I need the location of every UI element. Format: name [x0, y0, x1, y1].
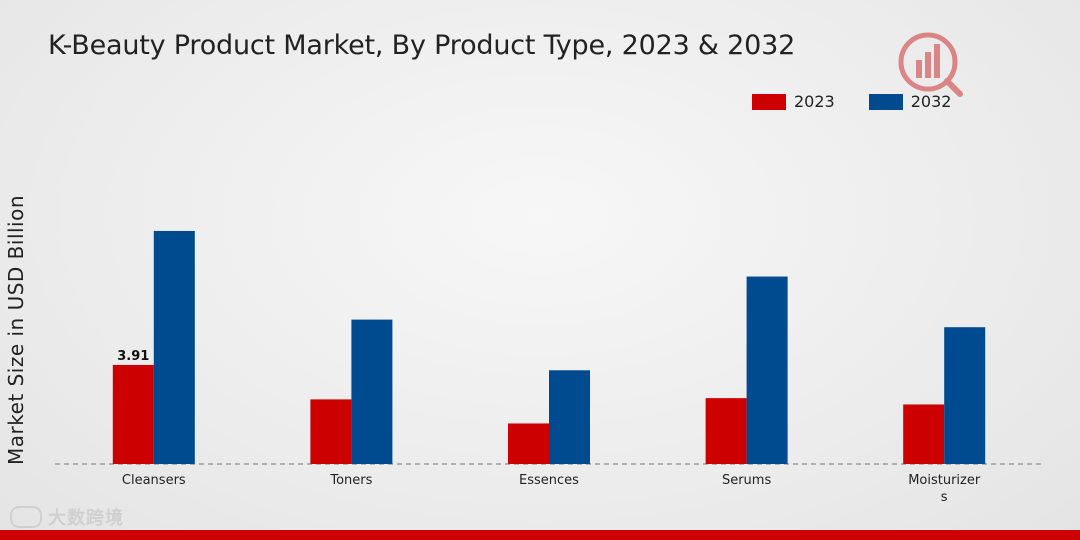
brand-logo-icon — [898, 32, 963, 97]
bar-2032-serums — [746, 276, 788, 464]
bar-2023-serums — [705, 398, 747, 464]
bar-2023-toners — [310, 399, 352, 464]
legend-label-2023: 2023 — [794, 92, 835, 111]
x-tick-label: Cleansers — [122, 473, 186, 488]
x-tick-label: Serums — [722, 473, 771, 488]
watermark-logo-icon — [10, 506, 42, 528]
data-label: 3.91 — [117, 349, 149, 364]
legend-swatch-2023 — [752, 93, 786, 110]
legend-item-2032: 2032 — [868, 92, 952, 111]
bar-2032-cleansers — [153, 230, 195, 464]
legend-item-2023: 2023 — [752, 92, 835, 111]
watermark: 大数跨境 — [10, 504, 124, 530]
watermark-text: 大数跨境 — [48, 508, 124, 529]
bar-2032-essences — [549, 370, 590, 464]
bar-2023-essences — [508, 423, 549, 464]
bar-2023-moisturizers — [903, 404, 945, 464]
x-tick-label: Essences — [519, 473, 579, 488]
bottom-accent-bar — [0, 530, 1080, 540]
chart-title: K-Beauty Product Market, By Product Type… — [48, 30, 796, 61]
legend-label-2032: 2032 — [910, 92, 952, 111]
bar-2032-moisturizers — [944, 327, 986, 464]
x-tick-label: Moisturizer s — [908, 473, 981, 505]
bar-2023-cleansers — [112, 364, 154, 464]
x-tick-label: Toners — [329, 473, 372, 488]
bar-2032-toners — [351, 319, 393, 464]
chart-legend: 2023 2032 — [752, 92, 951, 111]
legend-swatch-2032 — [868, 93, 903, 110]
